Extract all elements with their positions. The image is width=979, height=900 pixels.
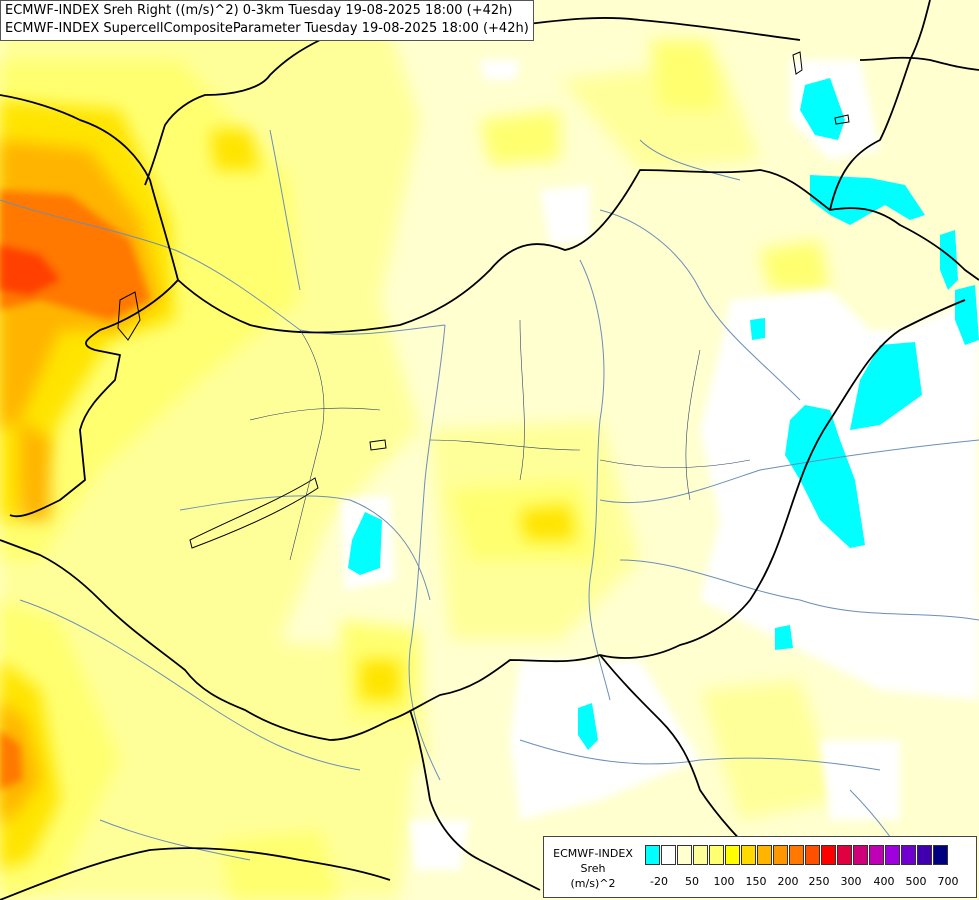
legend-swatch [773,845,788,865]
legend-tick-label: 100 [713,875,735,888]
scp-cyan-zones [348,78,979,750]
legend-tick-label: -20 [650,875,668,888]
legend-tick-label: 250 [808,875,830,888]
legend-tick-label: 400 [873,875,895,888]
legend-swatch [789,845,804,865]
legend-tick-label: 500 [905,875,927,888]
legend-param-label: Sreh [580,862,606,875]
legend-swatch [869,845,884,865]
legend-swatch [693,845,708,865]
legend-swatch [741,845,756,865]
legend-tick-label: 150 [745,875,767,888]
sreh-400-core [0,245,60,295]
legend-swatch [853,845,868,865]
legend-tick-label: 700 [937,875,959,888]
region-boundaries [249,319,751,561]
legend-swatch [677,845,692,865]
rivers [0,129,979,881]
legend-swatch [933,845,948,865]
legend-swatch [709,845,724,865]
legend-tick-label: 200 [777,875,799,888]
legend-swatch [821,845,836,865]
legend-swatch [837,845,852,865]
legend-tick-label: 300 [840,875,862,888]
legend: ECMWF-INDEX Sreh (m/s)^2 -20 50 100 150 200 2… [543,836,977,898]
legend-model-label: ECMWF-INDEX [553,847,633,860]
legend-swatch [757,845,772,865]
legend-swatch [917,845,932,865]
legend-swatch [901,845,916,865]
legend-swatch [645,845,660,865]
legend-tick-label: 50 [685,875,699,888]
legend-swatch [725,845,740,865]
legend-swatch [885,845,900,865]
legend-swatch [661,845,676,865]
title-box: ECMWF-INDEX Sreh Right ((m/s)^2) 0-3km T… [0,0,534,41]
title-line-sreh: ECMWF-INDEX Sreh Right ((m/s)^2) 0-3km T… [5,3,513,18]
legend-unit-label: (m/s)^2 [570,877,616,890]
legend-swatch [805,845,820,865]
title-line-scp: ECMWF-INDEX SupercellCompositeParameter … [5,21,529,36]
